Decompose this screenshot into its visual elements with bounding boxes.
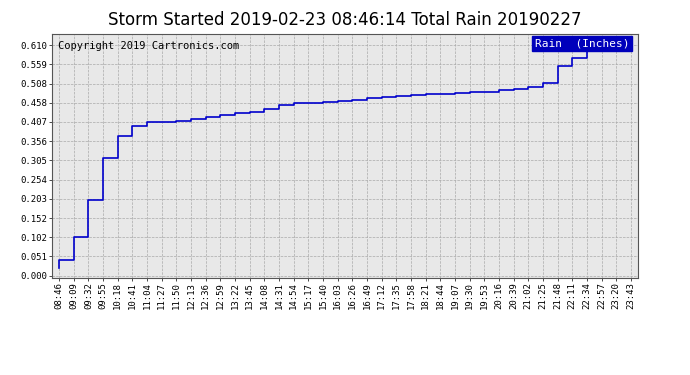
Text: Storm Started 2019-02-23 08:46:14 Total Rain 20190227: Storm Started 2019-02-23 08:46:14 Total … [108,11,582,29]
Text: Copyright 2019 Cartronics.com: Copyright 2019 Cartronics.com [58,41,239,51]
Text: Rain  (Inches): Rain (Inches) [535,39,629,49]
